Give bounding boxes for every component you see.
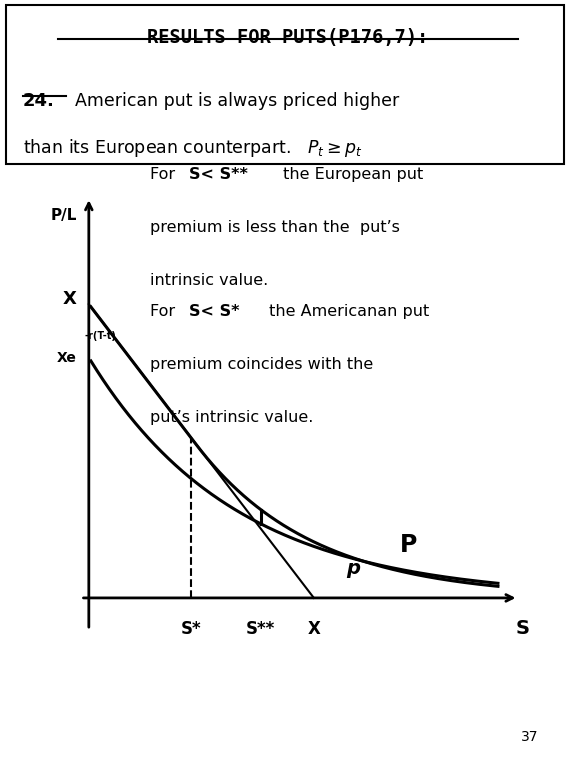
Text: the European put: the European put: [278, 167, 423, 182]
Text: For: For: [150, 304, 180, 319]
FancyBboxPatch shape: [6, 5, 564, 164]
Text: X: X: [63, 290, 77, 308]
Text: premium coincides with the: premium coincides with the: [150, 357, 373, 372]
Text: Xe: Xe: [56, 351, 77, 364]
Text: S: S: [516, 619, 529, 638]
Text: put’s intrinsic value.: put’s intrinsic value.: [150, 410, 313, 425]
Text: For: For: [150, 167, 180, 182]
Text: RESULTS FOR PUTS(P176,7):: RESULTS FOR PUTS(P176,7):: [147, 28, 429, 47]
Text: intrinsic value.: intrinsic value.: [150, 273, 268, 288]
Text: the Americanan put: the Americanan put: [264, 304, 429, 319]
Text: 37: 37: [521, 730, 539, 744]
Text: X: X: [308, 620, 320, 638]
Text: -r(T-t): -r(T-t): [85, 331, 116, 342]
Text: P: P: [400, 533, 417, 556]
Text: p: p: [347, 559, 361, 578]
Text: P/L: P/L: [51, 208, 77, 223]
Text: 24.: 24.: [23, 92, 55, 110]
Text: S*: S*: [181, 620, 202, 638]
Text: premium is less than the  put’s: premium is less than the put’s: [150, 220, 400, 235]
Text: S< S**: S< S**: [189, 167, 248, 182]
Text: S**: S**: [246, 620, 275, 638]
Text: S< S*: S< S*: [189, 304, 240, 319]
Text: American put is always priced higher: American put is always priced higher: [75, 92, 399, 110]
Text: than its European counterpart.   $P_t \geq p_t$: than its European counterpart. $P_t \geq…: [23, 137, 363, 159]
